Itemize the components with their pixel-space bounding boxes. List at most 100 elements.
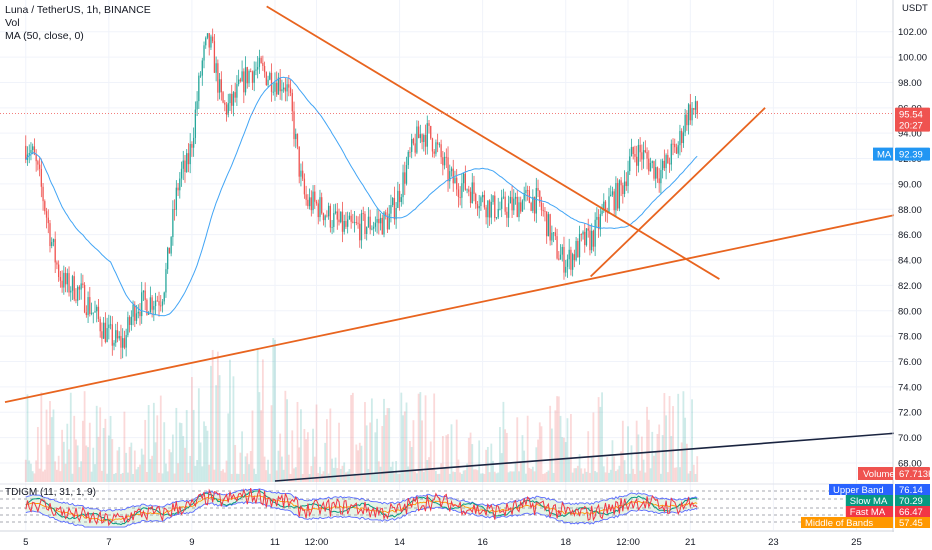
candle-body <box>682 132 685 144</box>
volume-bar <box>386 408 389 482</box>
candle-body <box>597 216 600 230</box>
candle-body <box>173 209 176 210</box>
candle-body <box>73 276 75 300</box>
fast_ma-value: 66.47 <box>899 507 923 518</box>
volume-bar <box>300 409 302 482</box>
candle-body <box>390 205 392 214</box>
volume-bar <box>97 436 100 482</box>
volume-bar <box>116 450 119 482</box>
volume-bar <box>192 409 195 482</box>
volume-bar <box>175 407 178 482</box>
volume-bar <box>301 473 304 482</box>
candle-body <box>627 171 629 187</box>
volume-bar <box>485 449 488 482</box>
ma-legend[interactable]: MA (50, close, 0) <box>5 30 84 42</box>
candle-body <box>663 160 666 169</box>
candle-body <box>483 194 486 208</box>
candle-body <box>182 160 184 169</box>
ma50-line <box>25 76 698 317</box>
time-tick-label: 21 <box>685 537 696 548</box>
volume-bar <box>507 472 510 482</box>
volume-bar <box>26 394 29 482</box>
candle-body <box>518 202 520 218</box>
volume-bar <box>73 415 76 482</box>
volume-bar <box>417 393 420 482</box>
volume-bar <box>440 463 443 482</box>
candle-body <box>623 181 626 194</box>
volume-bar <box>656 433 659 482</box>
candle-body <box>395 207 397 220</box>
volume-bar <box>294 467 297 482</box>
volume-bar <box>450 424 453 482</box>
time-tick-label: 11 <box>270 537 280 548</box>
candle-body <box>594 219 596 247</box>
volume-bar <box>672 406 674 482</box>
candle-body <box>684 114 686 133</box>
candle-body <box>199 75 202 77</box>
indicator-legend[interactable]: TDIGM (11, 31, 1, 9) <box>5 487 96 498</box>
candle-body <box>267 79 269 86</box>
candle-body <box>123 338 126 348</box>
volume-bar <box>350 395 353 482</box>
volume-bar <box>204 425 207 482</box>
volume-bar <box>218 375 221 482</box>
candle-body <box>575 241 577 261</box>
candle-body <box>244 67 247 93</box>
candle-body <box>163 292 165 302</box>
volume-bar <box>571 472 574 482</box>
volume-bar <box>142 454 145 482</box>
candle-body <box>672 143 674 145</box>
volume-bar <box>296 401 299 482</box>
candle-body <box>108 324 110 329</box>
volume-legend[interactable]: Vol <box>5 17 20 29</box>
candle-body <box>511 196 513 211</box>
candle-body <box>533 196 536 214</box>
candle-body <box>284 87 287 92</box>
candle-body <box>243 71 245 93</box>
candle-body <box>217 63 219 93</box>
volume-bar <box>595 472 598 482</box>
volume-bar <box>497 472 500 482</box>
volume-bar <box>419 392 422 482</box>
volume-bar <box>201 466 204 482</box>
candle-body <box>158 301 160 306</box>
middle_bands-value: 57.45 <box>899 518 923 529</box>
volume-bar <box>237 473 240 482</box>
candle-body <box>28 153 30 155</box>
candle-body <box>270 72 273 92</box>
volume-bar <box>495 473 498 482</box>
candle-body <box>203 45 205 61</box>
volume-bar <box>211 349 214 482</box>
volume-bar <box>473 469 475 482</box>
volume-bar <box>274 339 276 482</box>
candle-body <box>443 156 446 166</box>
slow_ma-value: 70.29 <box>899 496 923 507</box>
volume-badge: 67.713K <box>895 467 932 480</box>
candle-body <box>478 206 480 209</box>
volume-bar <box>234 444 237 482</box>
price-tick-label: 80.00 <box>898 306 922 317</box>
volume-bar <box>462 470 465 482</box>
volume-bar <box>443 467 446 482</box>
candle-body <box>440 144 442 158</box>
volume-bar <box>414 471 417 482</box>
candle-body <box>262 63 264 67</box>
price-tick-label: 72.00 <box>898 408 922 419</box>
symbol-title[interactable]: Luna / TetherUS, 1h, BINANCE <box>5 4 151 16</box>
volume-bar <box>628 473 631 482</box>
volume-bar <box>675 467 678 482</box>
candle-body <box>161 301 164 306</box>
candle-body <box>33 146 36 155</box>
candle-body <box>431 138 434 152</box>
candle-body <box>45 211 48 218</box>
candle-body <box>37 161 39 165</box>
volume-bar <box>75 439 77 482</box>
candle-body <box>473 182 475 194</box>
candle-body <box>44 201 46 212</box>
candle-body <box>54 239 56 263</box>
candle-body <box>570 249 572 270</box>
candle-body <box>201 60 203 76</box>
volume-bar <box>216 351 219 482</box>
candle-body <box>64 272 67 285</box>
